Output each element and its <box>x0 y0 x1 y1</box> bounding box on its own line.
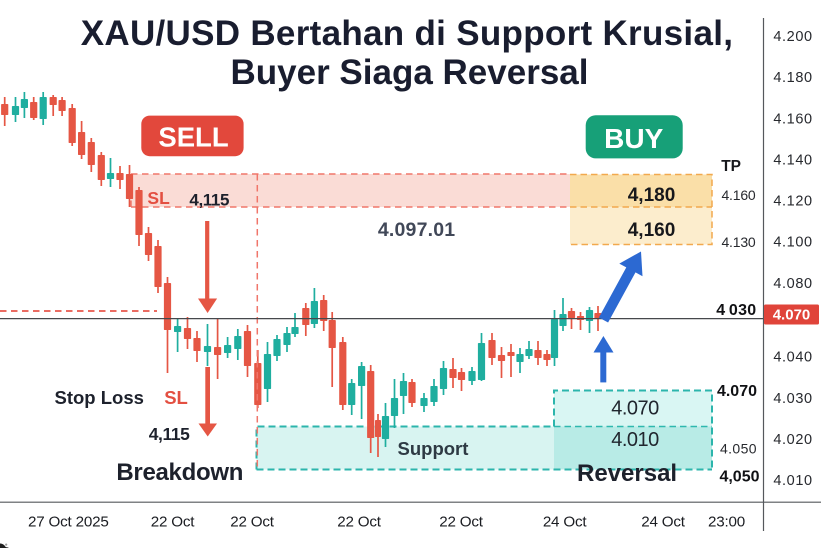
svg-text:4.097.01: 4.097.01 <box>378 219 456 241</box>
svg-text:23:00: 23:00 <box>708 514 745 531</box>
svg-text:4,115: 4,115 <box>149 424 190 444</box>
svg-text:27 Oct 2025: 27 Oct 2025 <box>28 514 109 531</box>
svg-text:4.160: 4.160 <box>721 187 755 203</box>
svg-text:4.130: 4.130 <box>721 234 755 250</box>
svg-text:22 Oct: 22 Oct <box>439 514 484 531</box>
svg-text:4.100: 4.100 <box>773 235 812 251</box>
svg-text:4.120: 4.120 <box>773 194 812 210</box>
svg-text:22 Oct: 22 Oct <box>151 514 196 531</box>
svg-text:4.080: 4.080 <box>773 276 812 292</box>
svg-text:4,160: 4,160 <box>628 220 676 241</box>
svg-text:Reversal: Reversal <box>577 460 677 487</box>
svg-text:4.070: 4.070 <box>773 307 811 324</box>
svg-text:4.030: 4.030 <box>773 391 812 407</box>
svg-text:Stop Loss: Stop Loss <box>55 387 144 408</box>
svg-text:Breakdown: Breakdown <box>116 459 243 486</box>
svg-text:4.070: 4.070 <box>717 383 757 400</box>
svg-text:4.010: 4.010 <box>611 429 659 451</box>
svg-text:4,050: 4,050 <box>719 469 759 486</box>
svg-text:4.070: 4.070 <box>611 398 659 420</box>
svg-text:BUY: BUY <box>604 123 663 154</box>
svg-text:4.040: 4.040 <box>773 350 812 366</box>
svg-text:SL: SL <box>147 188 170 208</box>
svg-text:24 Oct: 24 Oct <box>641 514 686 531</box>
svg-text:4.140: 4.140 <box>773 152 812 168</box>
svg-text:4 030: 4 030 <box>716 302 756 319</box>
svg-text:4.020: 4.020 <box>773 432 812 448</box>
svg-text:4.200: 4.200 <box>773 29 812 45</box>
svg-text:Support: Support <box>398 438 469 459</box>
svg-text:SELL: SELL <box>158 121 228 152</box>
svg-text:TP: TP <box>721 158 741 175</box>
svg-text:4,115: 4,115 <box>189 191 229 210</box>
svg-text:Buyer Siaga Reversal: Buyer Siaga Reversal <box>231 53 589 92</box>
svg-text:22 Oct: 22 Oct <box>230 514 275 531</box>
svg-text:4.010: 4.010 <box>773 473 812 489</box>
svg-text:4.180: 4.180 <box>773 70 812 86</box>
svg-text:4.160: 4.160 <box>773 111 812 127</box>
svg-text:SL: SL <box>164 387 188 408</box>
svg-text:24 Oct: 24 Oct <box>543 514 588 531</box>
svg-text:XAU/USD Bertahan di Support Kr: XAU/USD Bertahan di Support Krusial, <box>81 14 734 53</box>
svg-text:4,180: 4,180 <box>628 185 676 206</box>
svg-text:22 Oct: 22 Oct <box>337 514 382 531</box>
svg-text:4.050: 4.050 <box>720 441 757 457</box>
